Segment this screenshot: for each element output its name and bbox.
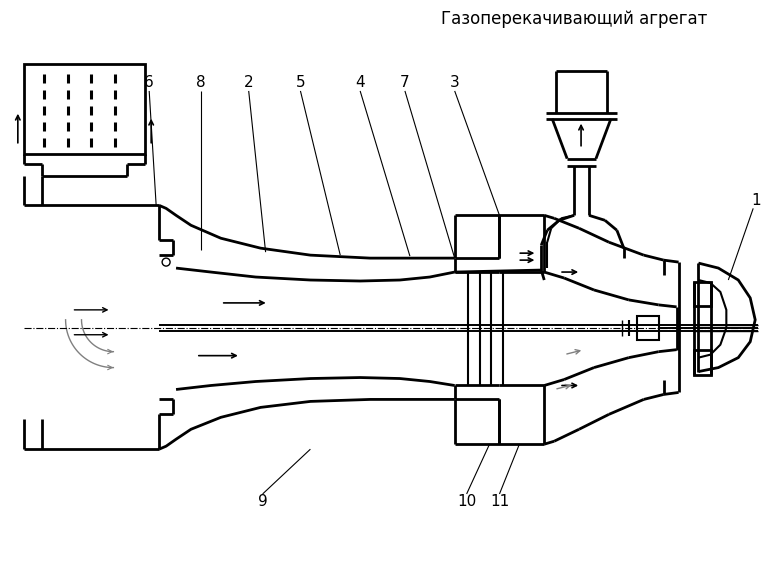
Text: 2: 2 [244, 75, 254, 91]
Text: 5: 5 [296, 75, 305, 91]
Bar [24, 64, 145, 153]
Text: 4: 4 [356, 75, 365, 91]
Text: 7: 7 [400, 75, 410, 91]
Bar [693, 350, 711, 375]
Text: 1: 1 [751, 193, 761, 208]
Text: 8: 8 [196, 75, 206, 91]
Text: 10: 10 [457, 495, 477, 509]
Bar [693, 282, 711, 306]
Bar [636, 316, 658, 340]
Text: 9: 9 [257, 495, 268, 509]
Text: 6: 6 [144, 75, 154, 91]
Text: 11: 11 [490, 495, 509, 509]
Text: 3: 3 [450, 75, 459, 91]
Text: Газоперекачивающий агрегат: Газоперекачивающий агрегат [441, 10, 707, 28]
